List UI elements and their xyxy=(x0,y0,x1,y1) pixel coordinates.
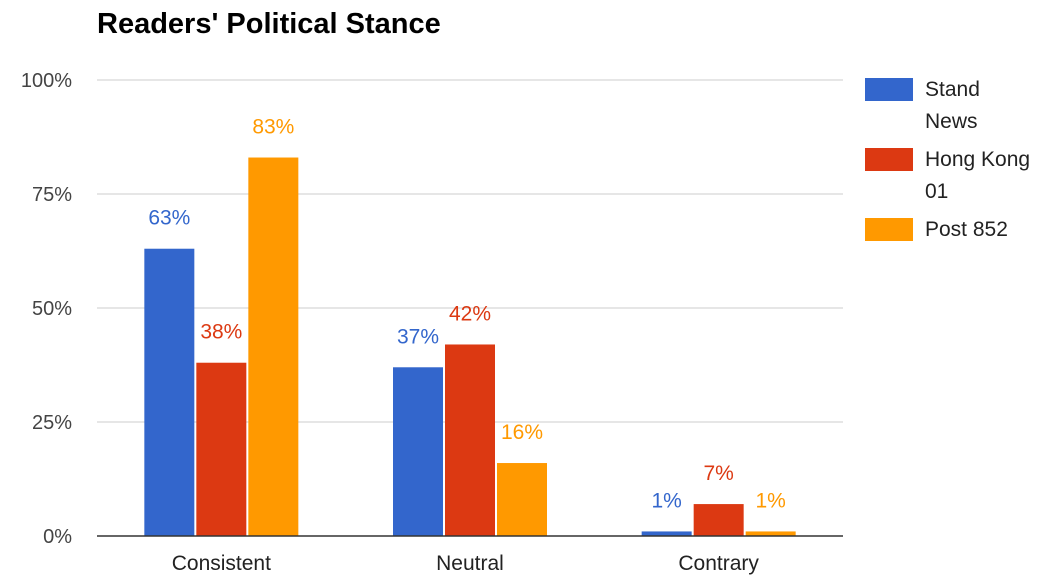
bar xyxy=(445,344,495,536)
data-label: 38% xyxy=(200,321,242,344)
bar xyxy=(393,367,443,536)
data-label: 16% xyxy=(501,421,543,444)
bar xyxy=(248,157,299,536)
data-label: 37% xyxy=(397,325,439,348)
data-label: 83% xyxy=(252,116,294,139)
legend-label-post-852: Post 852 xyxy=(925,218,1008,241)
x-tick-label: Contrary xyxy=(678,552,759,575)
chart-title: Readers' Political Stance xyxy=(97,8,441,40)
data-label: 42% xyxy=(449,302,491,325)
bars xyxy=(144,157,796,536)
data-label: 1% xyxy=(755,489,785,512)
legend: Stand News Hong Kong 01 Post 852 xyxy=(865,74,1050,252)
data-label: 1% xyxy=(651,489,681,512)
legend-swatch-hong-kong-01 xyxy=(865,148,913,171)
bar xyxy=(196,362,247,536)
y-tick-label: 0% xyxy=(43,526,72,548)
legend-swatch-stand-news xyxy=(865,78,913,101)
x-tick-label: Neutral xyxy=(436,552,504,575)
bar xyxy=(497,463,547,536)
legend-label-hong-kong-01: Hong Kong 01 xyxy=(925,148,1031,203)
bar xyxy=(641,531,692,536)
y-tick-label: 25% xyxy=(32,412,72,434)
data-label: 7% xyxy=(703,462,733,485)
y-tick-label: 75% xyxy=(32,184,72,206)
legend-swatch-post-852 xyxy=(865,218,913,241)
bar xyxy=(745,531,796,536)
data-labels: 63% 38% 83% 37% 42% 16% 1% 7% 1% xyxy=(148,116,786,513)
y-tick-label: 50% xyxy=(32,298,72,320)
legend-item-post-852[interactable]: Post 852 xyxy=(865,214,1050,246)
legend-item-stand-news[interactable]: Stand News xyxy=(865,74,1050,138)
data-label: 63% xyxy=(148,207,190,230)
legend-item-hong-kong-01[interactable]: Hong Kong 01 xyxy=(865,144,1050,208)
bar xyxy=(693,504,744,536)
axes: 0% 25% 50% 75% 100% Consistent Neutral Contrary xyxy=(21,70,843,575)
bar xyxy=(144,248,195,536)
x-tick-label: Consistent xyxy=(172,552,271,575)
y-tick-label: 100% xyxy=(21,70,72,92)
legend-label-stand-news: Stand News xyxy=(925,78,980,133)
